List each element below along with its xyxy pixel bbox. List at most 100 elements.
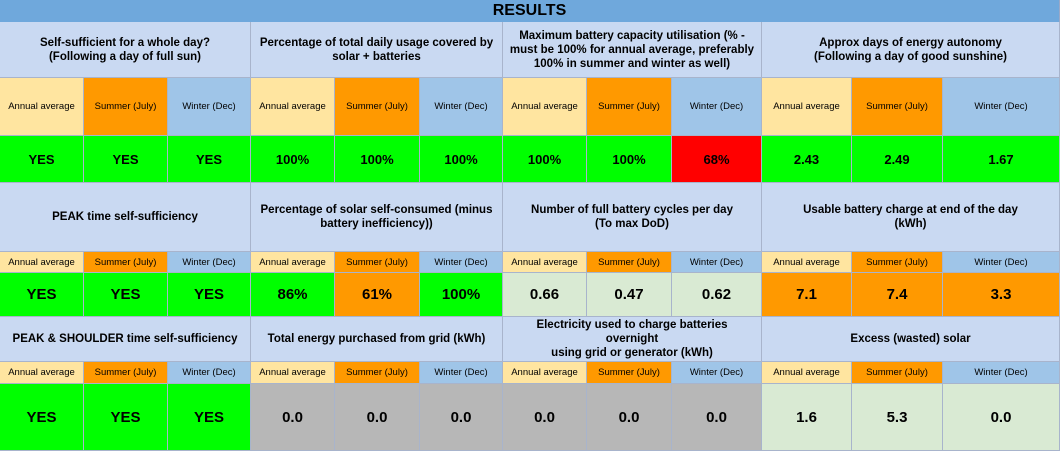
metric-title: Total energy purchased from grid (kWh) xyxy=(268,332,486,346)
value-summer: 61% xyxy=(335,273,420,317)
season-label-annual: Annual average xyxy=(503,362,587,384)
season-label-summer: Summer (July) xyxy=(335,78,420,136)
metric-header: Electricity used to charge batteries ove… xyxy=(503,317,762,362)
value-summer: 2.49 xyxy=(852,136,943,183)
season-label-winter: Winter (Dec) xyxy=(672,362,762,384)
metric-title-line: (kWh) xyxy=(894,218,927,230)
season-label-summer: Summer (July) xyxy=(587,252,672,273)
metric-title-line: Excess (wasted) solar xyxy=(850,333,971,345)
season-label-summer: Summer (July) xyxy=(335,362,420,384)
metric-title-line: (To max DoD) xyxy=(595,218,669,230)
value-annual: YES xyxy=(0,384,84,451)
season-label-annual: Annual average xyxy=(251,362,335,384)
season-label-summer: Summer (July) xyxy=(852,252,943,273)
metric-title-line: (Following a day of good sunshine) xyxy=(814,50,1007,63)
value-annual: 0.0 xyxy=(251,384,335,451)
metric-title-line: Approx days of energy autonomy xyxy=(819,36,1002,49)
value-annual: 100% xyxy=(503,136,587,183)
season-label-winter: Winter (Dec) xyxy=(420,78,503,136)
metric-title-line: Self-sufficient for a whole day? xyxy=(40,36,210,49)
value-annual: YES xyxy=(0,273,84,317)
value-annual: 0.66 xyxy=(503,273,587,317)
value-winter: 3.3 xyxy=(943,273,1060,317)
metric-title: Approx days of energy autonomy (Following… xyxy=(814,36,1007,64)
metric-title-line: battery inefficiency)) xyxy=(320,218,433,230)
value-annual: 100% xyxy=(251,136,335,183)
value-winter: YES xyxy=(168,384,251,451)
metric-title-line: Percentage of solar self-consumed (minus xyxy=(260,204,493,216)
value-annual: 1.6 xyxy=(762,384,852,451)
metric-title: Maximum battery capacity utilisation (% … xyxy=(510,29,754,71)
metric-title: Excess (wasted) solar xyxy=(850,332,970,346)
value-winter: 68% xyxy=(672,136,762,183)
metric-title: Percentage of solar self-consumed (minus… xyxy=(261,203,493,231)
metric-title-line: 100% in summer and winter as well) xyxy=(533,57,731,70)
value-summer: 0.47 xyxy=(587,273,672,317)
value-annual: 2.43 xyxy=(762,136,852,183)
season-label-summer: Summer (July) xyxy=(587,78,672,136)
value-summer: YES xyxy=(84,136,168,183)
metric-title-line: PEAK time self-sufficiency xyxy=(52,211,198,223)
value-summer: 7.4 xyxy=(852,273,943,317)
value-summer: 0.0 xyxy=(335,384,420,451)
value-winter: 0.0 xyxy=(672,384,762,451)
metric-title-line: PEAK & SHOULDER time self-sufficiency xyxy=(12,333,238,345)
metric-header: PEAK & SHOULDER time self-sufficiency xyxy=(0,317,251,362)
value-winter: 0.0 xyxy=(420,384,503,451)
season-label-winter: Winter (Dec) xyxy=(168,362,251,384)
season-label-annual: Annual average xyxy=(762,362,852,384)
season-label-summer: Summer (July) xyxy=(587,362,672,384)
metric-title-line: Usable battery charge at end of the day xyxy=(803,204,1018,216)
metric-title: PEAK time self-sufficiency xyxy=(52,210,198,224)
metric-title-line: Total energy purchased from grid (kWh) xyxy=(267,333,486,345)
metric-title-line: Maximum battery capacity utilisation (% … xyxy=(519,29,745,42)
metric-header: Usable battery charge at end of the day (… xyxy=(762,183,1060,252)
value-winter: 1.67 xyxy=(943,136,1060,183)
season-label-winter: Winter (Dec) xyxy=(943,252,1060,273)
value-summer: 100% xyxy=(587,136,672,183)
metric-title-line: using grid or generator (kWh) xyxy=(551,347,713,359)
value-summer: 100% xyxy=(335,136,420,183)
value-summer: 5.3 xyxy=(852,384,943,451)
season-label-annual: Annual average xyxy=(0,362,84,384)
metric-header: Percentage of solar self-consumed (minus… xyxy=(251,183,503,252)
metric-title-line: must be 100% for annual average, prefera… xyxy=(509,43,755,56)
metric-header: Self-sufficient for a whole day? (Followi… xyxy=(0,22,251,78)
season-label-winter: Winter (Dec) xyxy=(420,362,503,384)
season-label-annual: Annual average xyxy=(503,252,587,273)
season-label-annual: Annual average xyxy=(762,78,852,136)
metric-header: Total energy purchased from grid (kWh) xyxy=(251,317,503,362)
metric-title: Self-sufficient for a whole day? (Followi… xyxy=(40,36,210,64)
value-winter: 100% xyxy=(420,136,503,183)
metric-title-line: solar + batteries xyxy=(332,50,421,63)
value-annual: 0.0 xyxy=(503,384,587,451)
season-label-summer: Summer (July) xyxy=(335,252,420,273)
value-summer: 0.0 xyxy=(587,384,672,451)
season-label-winter: Winter (Dec) xyxy=(672,252,762,273)
metric-title: PEAK & SHOULDER time self-sufficiency xyxy=(13,332,238,346)
value-summer: YES xyxy=(84,384,168,451)
season-label-winter: Winter (Dec) xyxy=(420,252,503,273)
season-label-summer: Summer (July) xyxy=(84,78,168,136)
season-label-summer: Summer (July) xyxy=(84,362,168,384)
season-label-annual: Annual average xyxy=(0,78,84,136)
season-label-summer: Summer (July) xyxy=(852,78,943,136)
metric-title: Usable battery charge at end of the day (… xyxy=(803,203,1018,231)
value-winter: 0.0 xyxy=(943,384,1060,451)
value-summer: YES xyxy=(84,273,168,317)
value-winter: YES xyxy=(168,273,251,317)
metric-title: Electricity used to charge batteries ove… xyxy=(509,318,755,360)
metric-title-line: Percentage of total daily usage covered … xyxy=(259,36,494,49)
metric-header: Maximum battery capacity utilisation (% … xyxy=(503,22,762,78)
metric-header: Number of full battery cycles per day (To… xyxy=(503,183,762,252)
season-label-winter: Winter (Dec) xyxy=(168,78,251,136)
metric-header: PEAK time self-sufficiency xyxy=(0,183,251,252)
season-label-annual: Annual average xyxy=(0,252,84,273)
metric-title: Percentage of total daily usage covered … xyxy=(260,36,493,64)
metric-title-line: Number of full battery cycles per day xyxy=(531,204,733,216)
metric-header: Excess (wasted) solar xyxy=(762,317,1060,362)
metric-title: Number of full battery cycles per day (To… xyxy=(531,203,733,231)
metric-header: Approx days of energy autonomy (Following… xyxy=(762,22,1060,78)
season-label-summer: Summer (July) xyxy=(852,362,943,384)
